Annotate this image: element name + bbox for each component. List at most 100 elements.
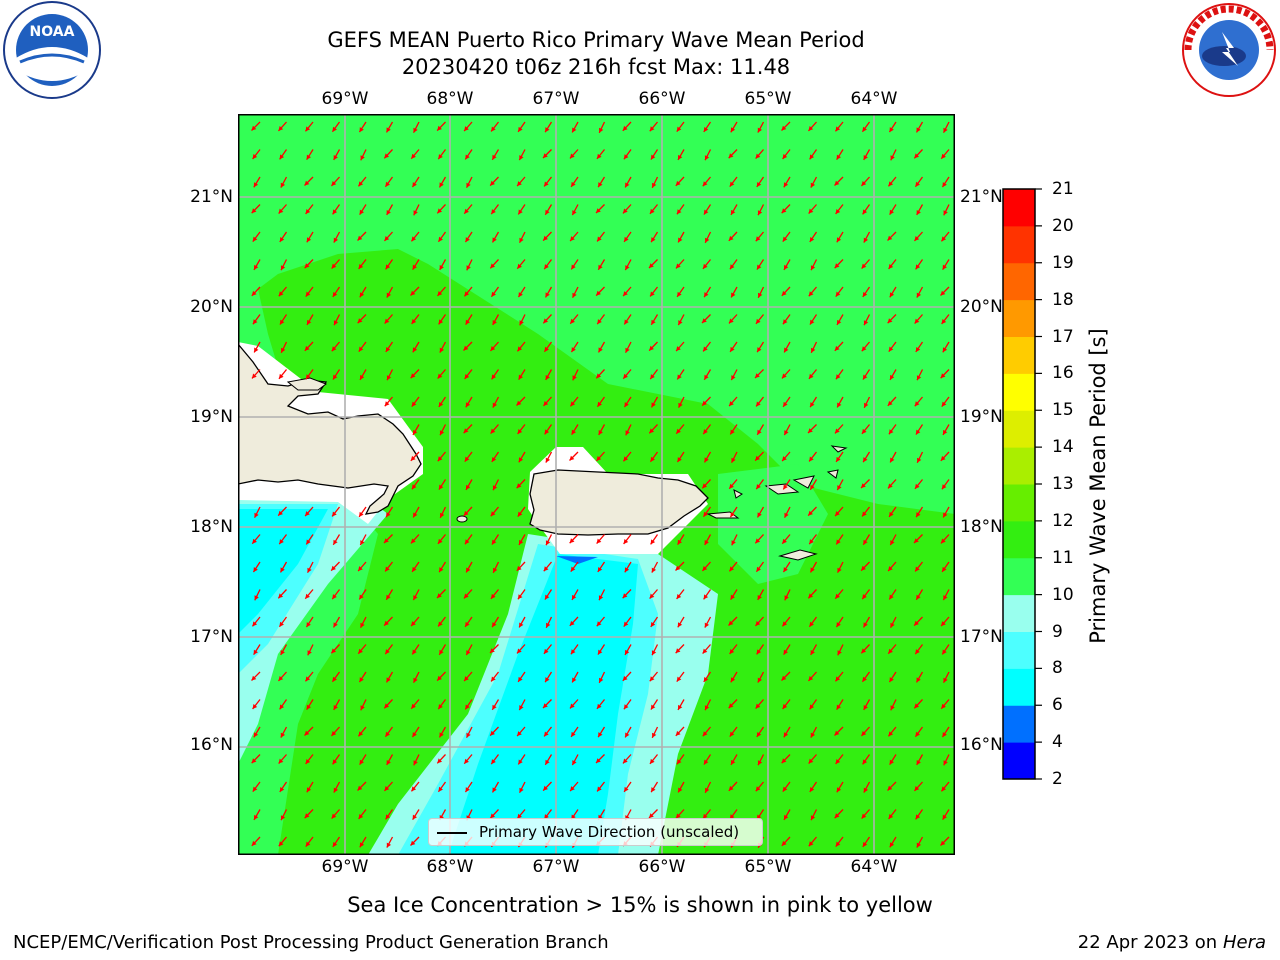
wave-arrow-head — [782, 704, 788, 709]
wave-arrow-head — [862, 374, 868, 380]
colorbar-tick-label: 15 — [1052, 400, 1074, 421]
wave-arrow-head — [678, 154, 683, 160]
wave-arrow-head — [704, 155, 710, 161]
wave-arrow-head — [411, 319, 417, 324]
wave-arrow-head — [598, 347, 603, 353]
wave-arrow-head — [357, 785, 363, 791]
wave-arrow-head — [280, 815, 286, 821]
wave-arrow-head — [491, 126, 496, 132]
wave-arrow-head — [359, 127, 364, 133]
wave-arrow-head — [331, 648, 337, 654]
wave-arrow-head — [253, 649, 258, 655]
wave-arrow-head — [890, 622, 895, 628]
wave-arrow-head — [385, 566, 390, 572]
wave-arrow-head — [357, 318, 363, 324]
wave-arrow-head — [254, 347, 259, 353]
wave-arrow-head — [305, 374, 311, 380]
colorbar-tick-label: 6 — [1052, 695, 1063, 716]
wave-arrow-head — [492, 402, 498, 408]
wave-arrow-head — [386, 375, 392, 381]
wave-arrow-head — [306, 622, 311, 628]
wave-arrow-head — [465, 402, 471, 408]
wave-arrow-head — [570, 318, 575, 324]
wave-arrow-head — [890, 374, 895, 380]
wave-arrow-head — [572, 677, 577, 683]
wave-arrow-head — [518, 209, 523, 215]
wave-arrow-head — [781, 125, 787, 131]
wave-arrow-head — [943, 127, 948, 133]
wave-arrow-head — [916, 512, 921, 518]
wave-arrow-head — [837, 485, 842, 491]
wave-arrow-head — [916, 292, 922, 298]
wave-arrow-head — [808, 291, 814, 297]
wave-arrow-head — [729, 483, 734, 489]
wave-arrow-head — [410, 538, 416, 544]
wave-arrow-head — [808, 841, 814, 847]
wave-arrow-head — [863, 622, 868, 628]
wave-arrow-head — [702, 813, 708, 819]
wave-arrow-head — [783, 649, 788, 655]
wave-arrow-head — [915, 566, 920, 572]
wave-arrow-head — [757, 677, 763, 683]
wave-arrow-head — [625, 732, 630, 738]
colorbar-cell — [1003, 557, 1035, 596]
wave-arrow-head — [305, 676, 311, 682]
wave-arrow-head — [887, 785, 893, 791]
wave-arrow-head — [624, 319, 629, 325]
wave-arrow-head — [837, 319, 842, 325]
wave-arrow-head — [914, 538, 919, 543]
wave-arrow-head — [384, 538, 389, 543]
lon-label-bottom: 67°W — [532, 857, 580, 877]
wave-arrow-head — [519, 787, 524, 793]
wave-arrow-head — [570, 649, 576, 655]
wave-arrow-head — [757, 347, 762, 353]
wave-arrow-head — [545, 677, 550, 683]
wave-arrow-head — [333, 539, 338, 545]
wave-arrow-head — [623, 373, 628, 379]
wave-arrow-head — [704, 705, 710, 711]
wave-arrow-head — [731, 457, 736, 463]
wave-arrow-head — [437, 373, 443, 379]
wave-arrow-head — [942, 264, 947, 270]
wave-arrow-head — [782, 786, 788, 792]
wave-arrow-head — [544, 264, 549, 270]
wave-arrow-head — [306, 787, 312, 793]
lat-label-left: 21°N — [190, 187, 233, 207]
wave-arrow-head — [491, 759, 496, 765]
colorbar-tick-label: 18 — [1052, 289, 1074, 310]
wave-arrow-head — [941, 786, 947, 792]
wave-arrow-head — [360, 622, 365, 628]
wave-arrow-head — [675, 180, 681, 186]
wave-arrow-head — [305, 511, 310, 517]
wave-arrow-head — [517, 813, 522, 819]
wave-arrow-head — [493, 567, 498, 573]
wave-arrow-head — [572, 760, 577, 766]
wave-arrow-head — [519, 237, 524, 243]
period-band-6-8 — [238, 509, 328, 634]
colorbar-cell — [1003, 225, 1035, 264]
wave-arrow-head — [651, 319, 656, 325]
colorbar-tick-label: 20 — [1052, 215, 1074, 236]
wave-arrow-head — [783, 182, 789, 188]
wave-arrow-head — [386, 127, 391, 133]
wave-arrow-head — [728, 318, 734, 324]
wave-arrow-head — [254, 814, 259, 820]
wave-arrow-head — [862, 209, 868, 215]
wave-arrow-head — [492, 485, 498, 491]
wave-arrow-head — [543, 648, 549, 654]
wave-arrow-head — [359, 677, 364, 683]
wave-arrow-head — [251, 675, 257, 681]
wave-arrow-head — [703, 209, 709, 215]
wave-arrow-head — [729, 401, 734, 407]
wave-arrow-head — [782, 456, 787, 462]
wave-arrow-head — [651, 787, 656, 793]
wave-arrow-head — [677, 539, 682, 545]
wave-arrow-head — [252, 621, 258, 627]
wave-arrow-head — [597, 401, 602, 407]
wave-arrow-head — [914, 153, 920, 159]
wave-arrow-head — [650, 154, 656, 160]
wave-arrow-head — [916, 677, 921, 683]
wave-arrow-head — [492, 787, 497, 793]
wave-arrow-head — [305, 841, 311, 847]
wave-arrow-head — [676, 428, 681, 434]
